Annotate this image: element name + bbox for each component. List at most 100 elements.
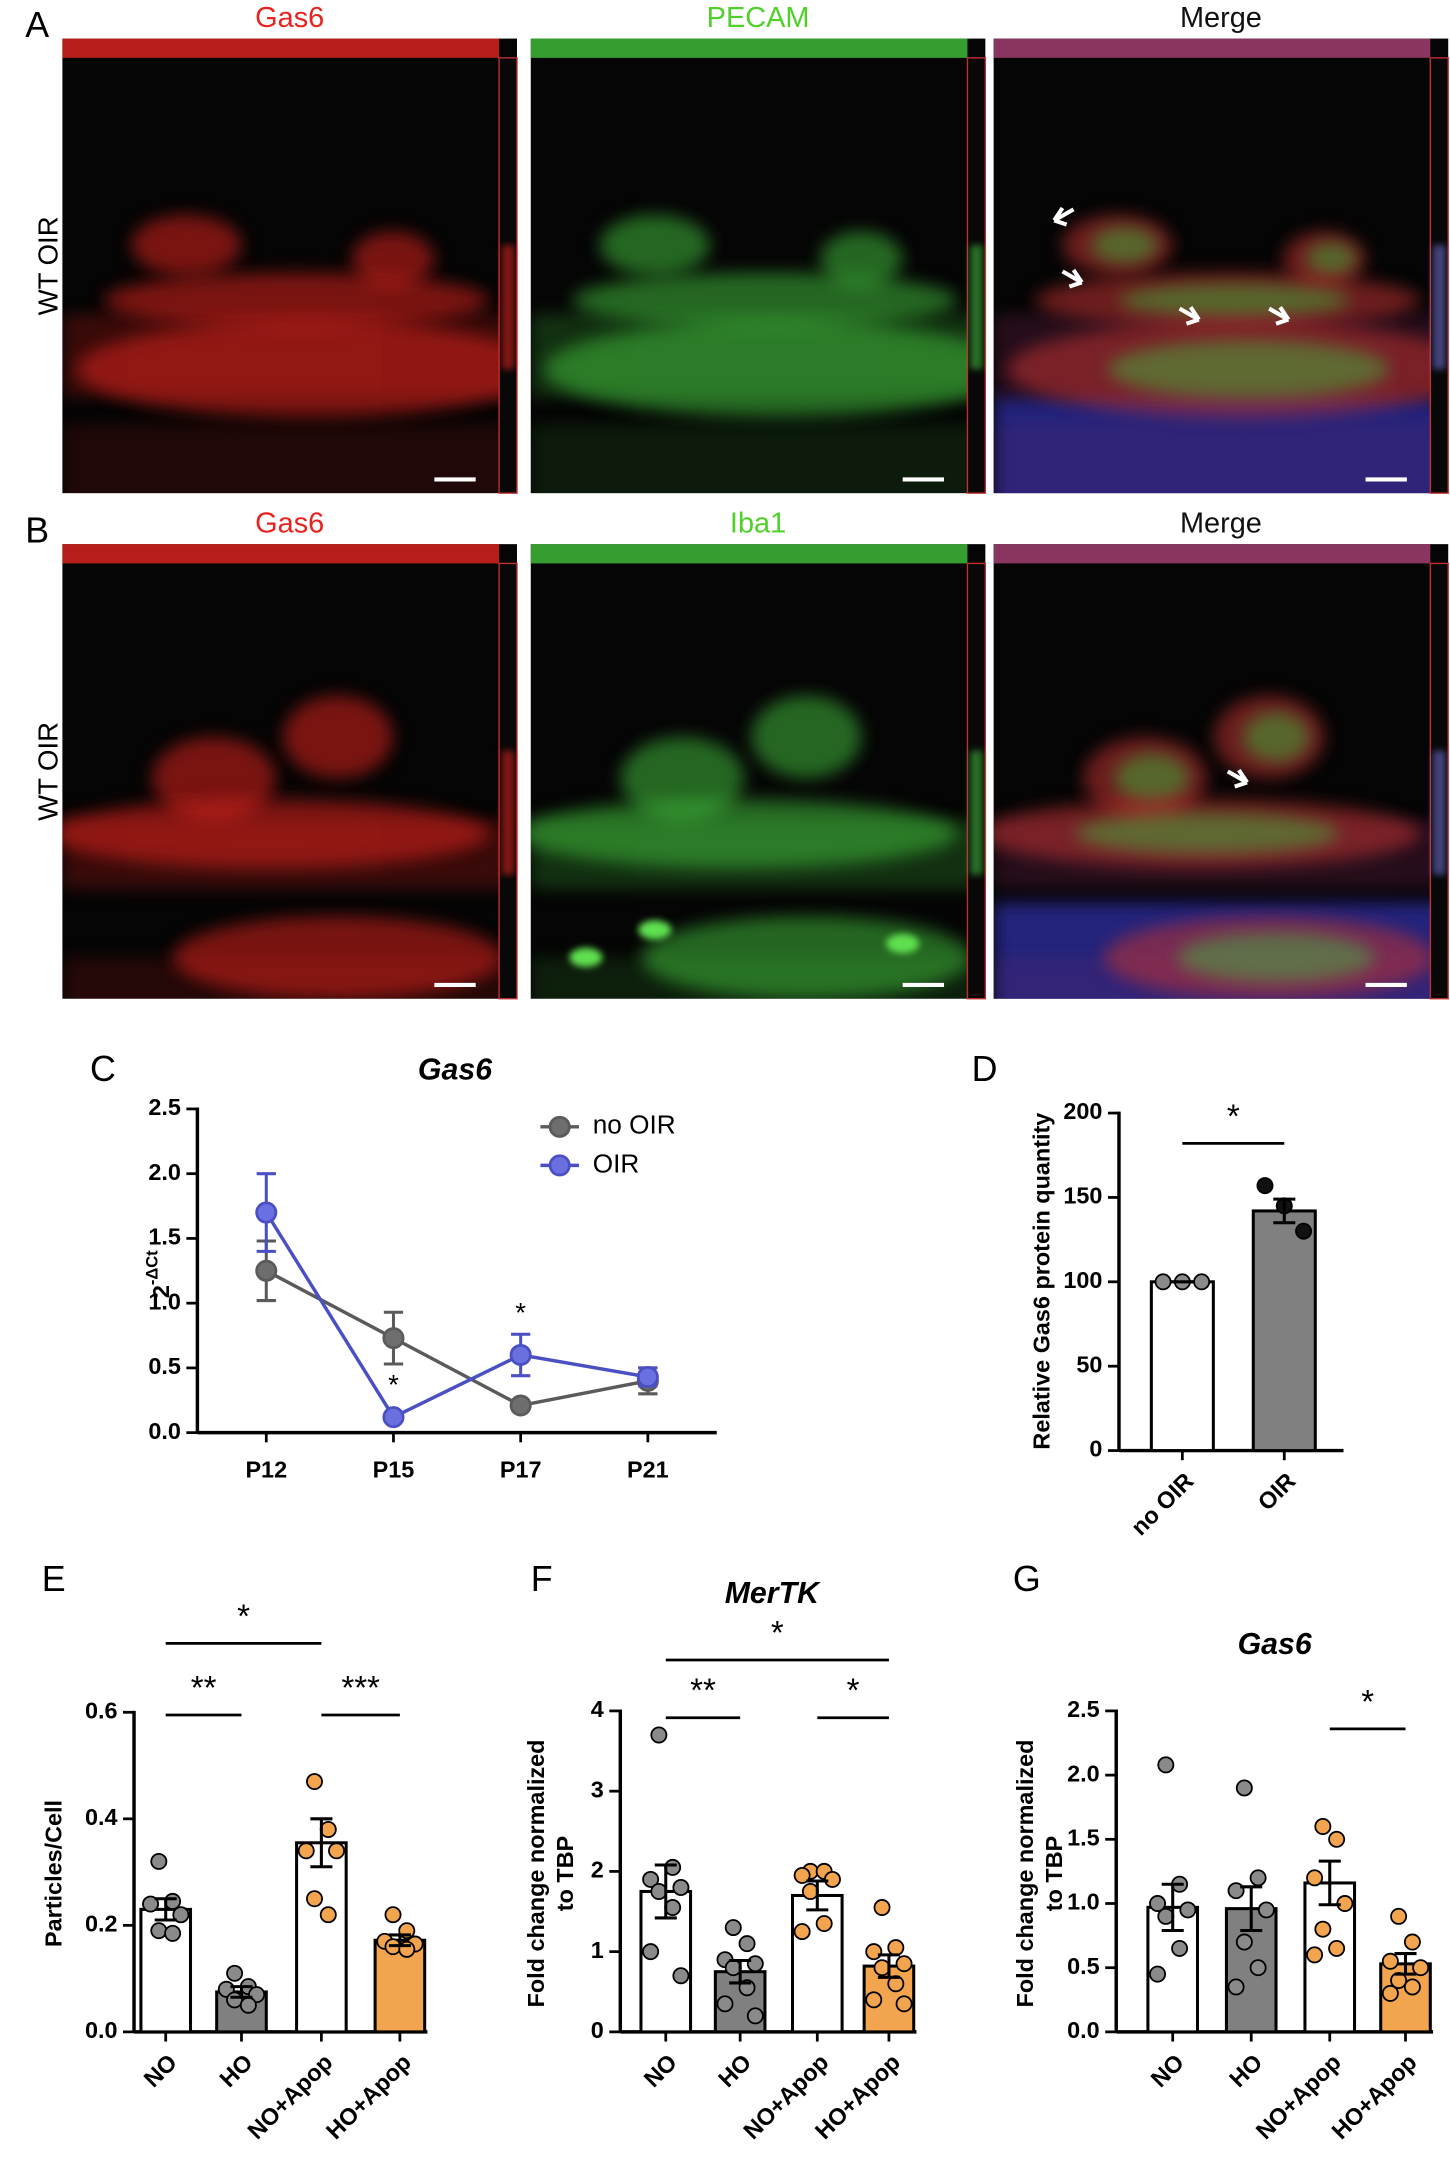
data-point bbox=[150, 1852, 168, 1870]
data-point bbox=[1328, 1830, 1346, 1848]
data-point bbox=[1314, 1817, 1332, 1835]
x-tick-label: HO+Apop bbox=[321, 2049, 416, 2144]
bar bbox=[790, 1893, 844, 2034]
data-point bbox=[873, 1959, 891, 1977]
cell bbox=[530, 798, 958, 868]
data-point bbox=[1179, 1901, 1197, 1919]
error-bar bbox=[230, 1985, 253, 1999]
data-point bbox=[1157, 1756, 1175, 1774]
data-point bbox=[306, 1773, 323, 1791]
data-point bbox=[1227, 1882, 1245, 1900]
y-tick-label: 0.0 bbox=[1067, 2017, 1100, 2043]
bar bbox=[295, 1841, 348, 2034]
y-label-exponent: -ΔCt bbox=[143, 1250, 162, 1285]
x-tick-label: HO bbox=[1224, 2049, 1267, 2092]
y-tick-label: 1.5 bbox=[148, 1224, 181, 1250]
data-point bbox=[650, 1726, 668, 1744]
side-signal bbox=[501, 750, 515, 875]
data-point bbox=[172, 1906, 190, 1924]
image bbox=[993, 214, 1431, 494]
error-bar bbox=[1161, 1882, 1184, 1932]
cell bbox=[544, 320, 968, 418]
legend-label: OIR bbox=[593, 1148, 640, 1178]
cell bbox=[1074, 812, 1340, 855]
x-tick-label: HO bbox=[214, 2049, 257, 2092]
data-point bbox=[142, 1895, 160, 1913]
data-point bbox=[895, 1995, 913, 2013]
data-point bbox=[1381, 1984, 1399, 2002]
annotation: * bbox=[515, 1297, 526, 1328]
image-title: Merge bbox=[1180, 507, 1262, 539]
point bbox=[509, 1394, 532, 1417]
panel-letter: B bbox=[25, 511, 49, 551]
data-point bbox=[297, 1842, 315, 1860]
annotation: * bbox=[388, 1369, 399, 1400]
y-tick-label: 1.0 bbox=[148, 1288, 181, 1314]
x-tick-label: OIR bbox=[1253, 1468, 1301, 1516]
cell bbox=[103, 272, 490, 328]
data-point bbox=[306, 1890, 323, 1908]
y-tick-label: 1.5 bbox=[1067, 1824, 1100, 1850]
panel-letter: D bbox=[972, 1049, 998, 1089]
cell bbox=[1107, 340, 1389, 399]
data-point bbox=[1157, 1907, 1175, 1925]
y-tick-label: 2.5 bbox=[1067, 1696, 1100, 1722]
y-tick-label: 0.5 bbox=[148, 1353, 181, 1379]
significance-label: * bbox=[847, 1673, 860, 1710]
data-point bbox=[1306, 1946, 1324, 1964]
cell bbox=[1114, 753, 1190, 804]
error-bar bbox=[1273, 1197, 1296, 1225]
y-tick-label: 0.5 bbox=[1067, 1953, 1100, 1979]
cell bbox=[1306, 242, 1356, 276]
cell bbox=[1242, 712, 1310, 762]
y-tick-label: 0.4 bbox=[85, 1804, 118, 1830]
y-tick-label: 3 bbox=[591, 1776, 604, 1802]
data-point bbox=[1403, 1978, 1421, 1996]
y-axis-label: Particles/Cell bbox=[41, 1800, 67, 1947]
point bbox=[255, 1259, 278, 1282]
image bbox=[530, 695, 968, 999]
error-bar bbox=[654, 1863, 677, 1920]
cell bbox=[172, 916, 500, 999]
significance-label: *** bbox=[341, 1670, 380, 1707]
data-point bbox=[1257, 1901, 1275, 1919]
data-point bbox=[887, 1939, 905, 1957]
microglia bbox=[638, 920, 672, 940]
error-bar bbox=[806, 1879, 829, 1912]
cell bbox=[282, 695, 394, 779]
bar bbox=[1251, 1209, 1317, 1453]
y-tick-label: 0 bbox=[1089, 1436, 1102, 1462]
y-axis-label: to TBP bbox=[552, 1836, 578, 1911]
data-point bbox=[1306, 1869, 1324, 1887]
data-point bbox=[801, 1882, 819, 1900]
tissue-band bbox=[530, 424, 968, 494]
image-title: Gas6 bbox=[255, 2, 324, 34]
data-point bbox=[650, 1882, 668, 1900]
row-label: WT OIR bbox=[32, 216, 63, 315]
bar bbox=[1149, 1280, 1215, 1453]
y-axis-label: Fold change normalized bbox=[1012, 1740, 1038, 2008]
data-point bbox=[1403, 1933, 1421, 1951]
cell bbox=[351, 231, 435, 287]
panel-letter: F bbox=[531, 1559, 553, 1599]
error-bar bbox=[729, 1958, 752, 1985]
series-line bbox=[264, 1211, 649, 1420]
side-signal bbox=[1433, 750, 1446, 875]
image-bg bbox=[530, 38, 986, 494]
error-bar bbox=[310, 1817, 333, 1869]
data-point bbox=[1235, 1779, 1253, 1797]
data-point bbox=[1381, 1952, 1399, 1970]
data-point bbox=[895, 1955, 913, 1973]
data-point bbox=[226, 1964, 244, 1982]
y-tick-label: 1.0 bbox=[1067, 1889, 1100, 1915]
y-tick-label: 0.0 bbox=[85, 2017, 118, 2043]
data-point bbox=[1295, 1222, 1313, 1240]
top-strip bbox=[62, 544, 500, 564]
x-tick-label: HO bbox=[713, 2049, 756, 2092]
data-point bbox=[319, 1821, 337, 1838]
data-point bbox=[642, 1870, 660, 1888]
y-tick-label: 2.0 bbox=[1067, 1760, 1100, 1786]
panel-letter: A bbox=[25, 5, 49, 45]
data-point bbox=[1328, 1939, 1346, 1957]
image-title: Iba1 bbox=[730, 507, 786, 539]
